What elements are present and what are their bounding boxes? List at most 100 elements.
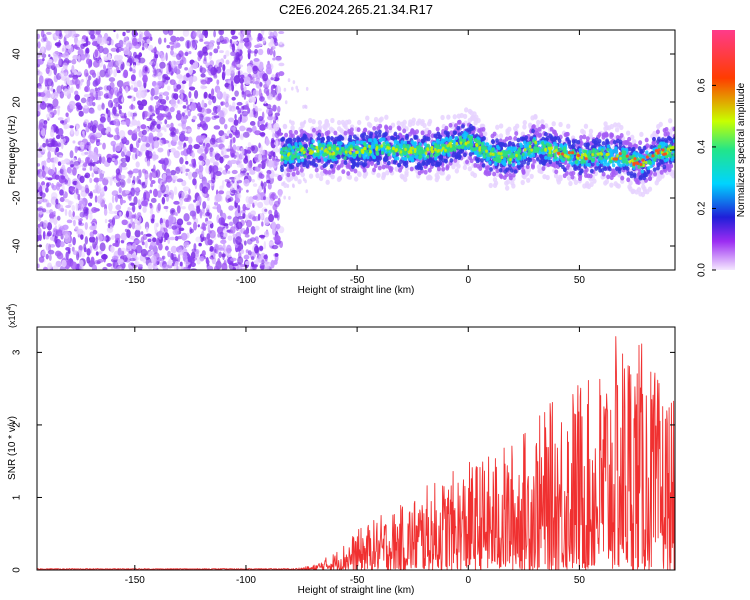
noise-blob	[159, 222, 166, 228]
noise-blob	[154, 54, 159, 59]
signal-blob	[454, 152, 459, 158]
noise-blob	[253, 58, 260, 62]
noise-blob	[265, 66, 272, 75]
signal-blob	[526, 177, 531, 183]
noise-blob	[250, 237, 256, 242]
signal-blob	[566, 175, 572, 181]
signal-blob	[294, 130, 299, 135]
noise-blob	[222, 64, 226, 72]
noise-blob	[164, 245, 169, 251]
signal-blob	[383, 155, 388, 161]
noise-blob	[73, 161, 81, 166]
noise-blob	[258, 153, 262, 162]
noise-blob	[64, 118, 68, 124]
signal-blob	[430, 161, 435, 167]
noise-blob	[121, 166, 128, 171]
noise-blob	[173, 150, 180, 159]
noise-blob	[158, 95, 163, 100]
signal-blob	[280, 167, 284, 173]
noise-blob	[105, 234, 110, 243]
noise-blob	[138, 137, 141, 144]
signal-blob	[508, 175, 513, 181]
noise-blob	[257, 201, 264, 209]
noise-blob	[233, 61, 237, 67]
noise-blob	[237, 204, 241, 214]
noise-blob	[86, 256, 91, 264]
noise-blob	[87, 162, 95, 167]
noise-blob	[57, 161, 62, 166]
noise-blob	[206, 265, 214, 270]
signal-blob	[588, 173, 593, 179]
noise-blob	[278, 62, 285, 67]
signal-blob	[604, 179, 610, 185]
noise-blob	[183, 57, 187, 65]
signal-blob	[498, 123, 504, 129]
noise-blob	[229, 226, 236, 234]
signal-blob	[290, 125, 295, 131]
noise-blob	[61, 259, 67, 268]
noise-blob	[243, 37, 250, 43]
noise-blob	[37, 41, 41, 49]
noise-blob	[197, 224, 200, 228]
noise-blob	[252, 195, 258, 200]
noise-blob	[57, 106, 60, 116]
signal-blob	[338, 134, 343, 140]
noise-blob	[180, 92, 184, 101]
noise-blob	[270, 259, 275, 269]
noise-blob	[128, 56, 135, 64]
noise-blob	[281, 182, 284, 187]
signal-blob	[386, 160, 391, 166]
noise-blob	[39, 122, 44, 131]
noise-blob	[42, 208, 47, 213]
noise-blob	[120, 239, 125, 244]
noise-blob	[136, 215, 139, 220]
noise-blob	[239, 74, 245, 79]
signal-blob	[353, 176, 359, 182]
noise-blob	[111, 255, 119, 260]
noise-blob	[237, 215, 245, 220]
noise-blob	[274, 131, 280, 139]
noise-blob	[221, 150, 224, 156]
signal-blob	[307, 160, 311, 165]
signal-blob	[339, 162, 344, 168]
noise-blob	[173, 88, 179, 92]
signal-blob	[341, 169, 346, 175]
noise-blob	[138, 52, 143, 58]
noise-blob	[247, 250, 252, 256]
noise-blob	[249, 169, 256, 175]
noise-blob	[149, 203, 153, 209]
noise-blob	[236, 101, 243, 106]
noise-blob	[107, 115, 111, 123]
noise-blob	[221, 262, 228, 270]
signal-blob	[531, 124, 536, 129]
noise-blob	[240, 249, 245, 255]
noise-blob	[78, 244, 83, 251]
noise-blob	[97, 168, 102, 174]
noise-blob	[78, 203, 82, 209]
noise-blob	[170, 127, 177, 136]
signal-blob	[630, 188, 635, 195]
signal-blob	[286, 167, 291, 173]
noise-blob	[211, 165, 219, 174]
signal-blob	[526, 161, 531, 166]
signal-blob	[600, 168, 605, 173]
noise-blob	[254, 49, 259, 54]
noise-blob	[142, 74, 148, 84]
noise-blob	[52, 51, 60, 57]
noise-blob	[98, 183, 102, 190]
noise-blob	[72, 54, 79, 60]
signal-blob	[663, 168, 668, 173]
noise-blob	[274, 195, 279, 199]
noise-blob	[177, 145, 183, 150]
noise-blob	[54, 236, 58, 244]
noise-blob	[245, 30, 251, 36]
noise-blob	[46, 93, 52, 99]
signal-blob	[320, 132, 325, 138]
signal-blob	[308, 173, 314, 179]
noise-blob	[197, 106, 203, 113]
noise-blob	[188, 91, 192, 99]
noise-blob	[185, 72, 190, 78]
signal-blob	[550, 135, 554, 140]
noise-blob	[192, 31, 198, 38]
